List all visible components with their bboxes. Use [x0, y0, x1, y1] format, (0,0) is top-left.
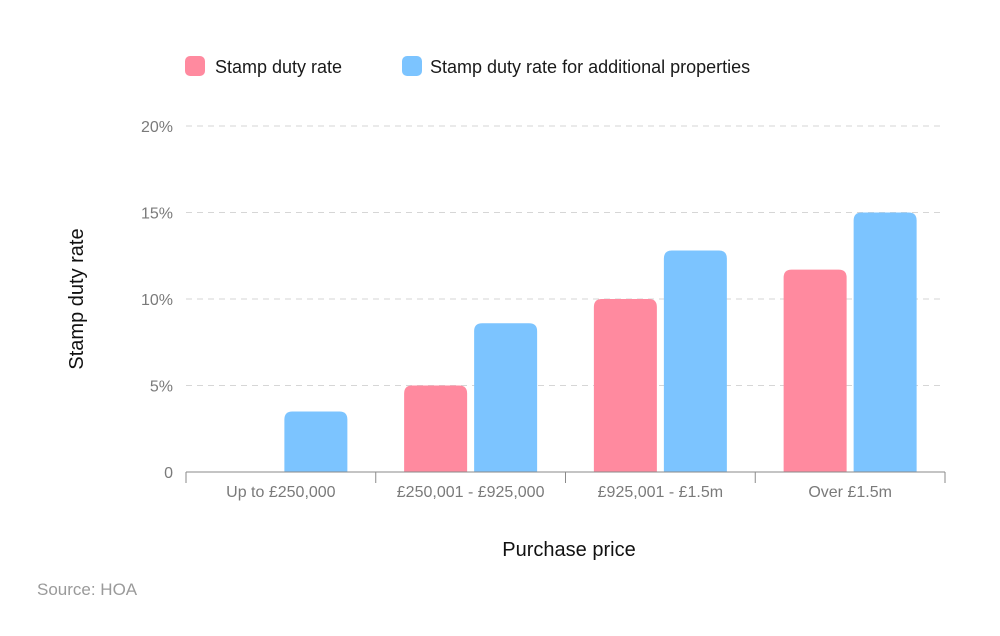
- legend-swatch-additional-properties: [402, 56, 422, 76]
- bar-stamp-duty-rate-for-additional-properties-925-001-1-5m: [663, 250, 727, 472]
- source-note: Source: HOA: [37, 580, 138, 599]
- y-axis-ticks: 0 5% 10% 15% 20%: [141, 119, 173, 482]
- y-tick-label: 5%: [150, 379, 173, 396]
- y-tick-label: 10%: [141, 292, 173, 309]
- y-tick-label: 20%: [141, 119, 173, 136]
- bars: [284, 212, 917, 472]
- legend: Stamp duty rate Stamp duty rate for addi…: [185, 56, 750, 77]
- legend-label-additional-properties: Stamp duty rate for additional propertie…: [430, 57, 750, 77]
- bar-stamp-duty-rate-for-additional-properties-up-to-250-000: [284, 411, 348, 472]
- bar-stamp-duty-rate-250-001-925-000: [404, 385, 468, 472]
- x-tick-label: £250,001 - £925,000: [397, 484, 545, 501]
- y-tick-label: 15%: [141, 206, 173, 223]
- x-tick-label: £925,001 - £1.5m: [598, 484, 723, 501]
- legend-label-stamp-duty-rate: Stamp duty rate: [215, 57, 342, 77]
- y-axis-title: Stamp duty rate: [66, 228, 88, 369]
- x-axis-title: Purchase price: [502, 539, 635, 561]
- bar-stamp-duty-rate-for-additional-properties-250-001-925-000: [474, 323, 538, 472]
- bar-stamp-duty-rate-over-1-5m: [783, 269, 847, 472]
- bar-stamp-duty-rate-925-001-1-5m: [593, 299, 657, 472]
- legend-swatch-stamp-duty-rate: [185, 56, 205, 76]
- x-axis: Up to £250,000 £250,001 - £925,000 £925,00…: [185, 471, 946, 501]
- x-tick-label: Over £1.5m: [808, 484, 892, 501]
- y-tick-label: 0: [164, 465, 173, 482]
- x-tick-label: Up to £250,000: [226, 484, 336, 501]
- bar-stamp-duty-rate-for-additional-properties-over-1-5m: [853, 212, 917, 472]
